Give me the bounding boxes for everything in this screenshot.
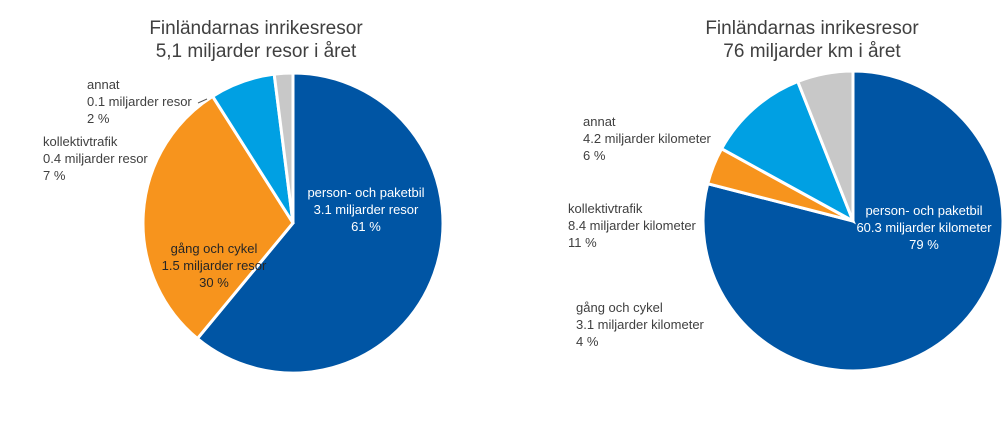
label-percent: 30 % bbox=[199, 275, 229, 290]
label-value: 60.3 miljarder kilometer bbox=[856, 220, 992, 235]
label-value: 3.1 miljarder resor bbox=[314, 202, 419, 217]
label-percent: 4 % bbox=[576, 334, 599, 349]
slice-car bbox=[195, 71, 445, 375]
slice-other bbox=[272, 71, 295, 224]
label-percent: 79 % bbox=[909, 237, 939, 252]
label-value: 0.1 miljarder resor bbox=[87, 94, 192, 109]
label-name: annat bbox=[87, 77, 120, 92]
chart-title: Finländarnas inrikesresor bbox=[705, 18, 919, 39]
chart-title: Finländarnas inrikesresor bbox=[149, 18, 363, 39]
label-name: person- och paketbil bbox=[865, 203, 982, 218]
slice-label-walk: gång och cykel 1.5 miljarder resor 30 % bbox=[162, 241, 267, 290]
label-percent: 11 % bbox=[568, 235, 597, 250]
label-percent: 2 % bbox=[87, 111, 110, 126]
slice-other bbox=[795, 69, 855, 222]
slice-label-other: annat 4.2 miljarder kilometer 6 % bbox=[583, 114, 712, 163]
slice-label-car: person- och paketbil 3.1 miljarder resor… bbox=[307, 185, 424, 234]
pie-slices bbox=[141, 71, 445, 375]
label-percent: 61 % bbox=[351, 219, 381, 234]
slice-label-transit: kollektivtrafik 8.4 miljarder kilometer … bbox=[568, 201, 697, 250]
pie-slices bbox=[701, 69, 1004, 373]
slice-walk-cycle bbox=[141, 94, 295, 341]
pie-chart-trips: Finländarnas inrikesresor 5,1 miljarder … bbox=[43, 18, 445, 375]
slice-label-transit: kollektivtrafik 0.4 miljarder resor 7 % bbox=[43, 134, 148, 183]
slice-label-walk: gång och cykel 3.1 miljarder kilometer 4… bbox=[576, 300, 705, 349]
label-name: annat bbox=[583, 114, 616, 129]
label-name: person- och paketbil bbox=[307, 185, 424, 200]
label-value: 4.2 miljarder kilometer bbox=[583, 131, 712, 146]
label-name: kollektivtrafik bbox=[568, 201, 643, 216]
label-value: 1.5 miljarder resor bbox=[162, 258, 267, 273]
slice-transit bbox=[719, 79, 856, 225]
chart-subtitle: 5,1 miljarder resor i året bbox=[156, 41, 357, 62]
slice-label-other: annat 0.1 miljarder resor 2 % bbox=[87, 77, 208, 126]
slice-label-car: person- och paketbil 60.3 miljarder kilo… bbox=[856, 203, 992, 252]
label-value: 0.4 miljarder resor bbox=[43, 151, 148, 166]
label-name: kollektivtrafik bbox=[43, 134, 118, 149]
label-percent: 7 % bbox=[43, 168, 66, 183]
chart-subtitle: 76 miljarder km i året bbox=[723, 41, 901, 62]
label-value: 8.4 miljarder kilometer bbox=[568, 218, 697, 233]
label-percent: 6 % bbox=[583, 148, 606, 163]
label-name: gång och cykel bbox=[171, 241, 258, 256]
label-value: 3.1 miljarder kilometer bbox=[576, 317, 705, 332]
leader-line bbox=[197, 98, 208, 104]
pie-chart-kilometers: Finländarnas inrikesresor 76 miljarder k… bbox=[568, 18, 1004, 373]
label-name: gång och cykel bbox=[576, 300, 663, 315]
